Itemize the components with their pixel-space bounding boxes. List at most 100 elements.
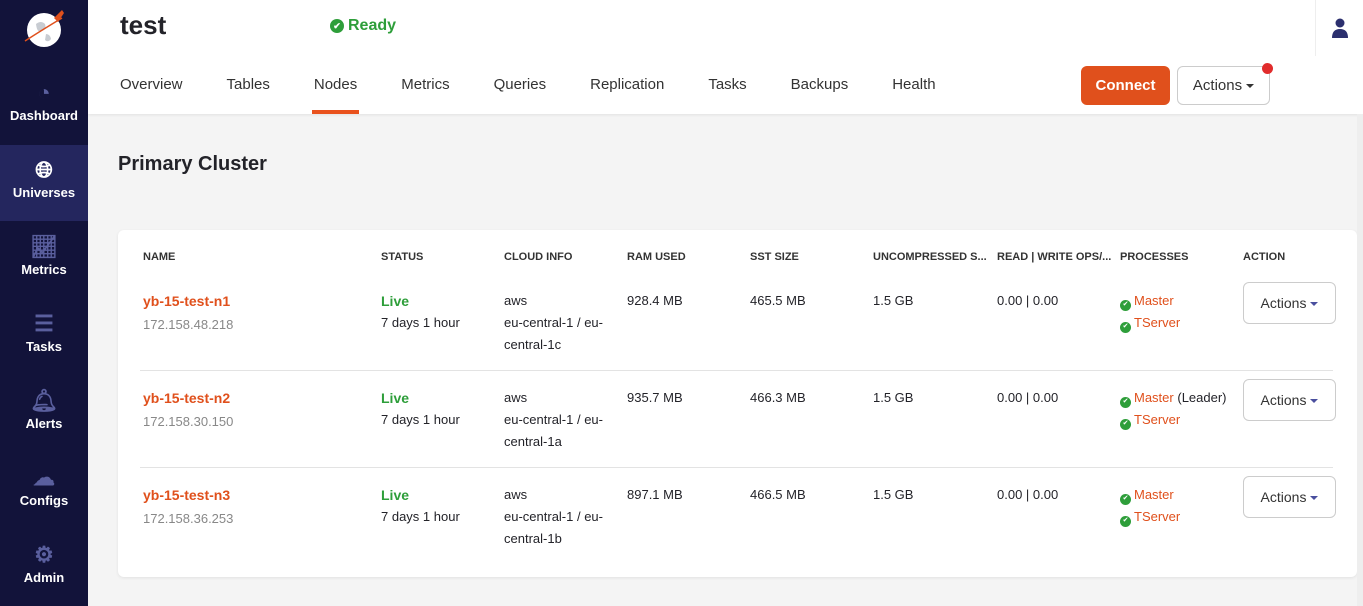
sidebar-item-admin[interactable]: ⚙ Admin xyxy=(0,530,88,606)
status-badge: ✔ Ready xyxy=(330,17,396,35)
table-cell: 897.1 MB xyxy=(627,484,683,506)
column-header-ram-used[interactable]: RAM USED xyxy=(627,251,686,263)
tab-health[interactable]: Health xyxy=(892,76,936,93)
tab-backups[interactable]: Backups xyxy=(790,76,849,93)
zone: central-1a xyxy=(504,434,562,449)
tab-replication[interactable]: Replication xyxy=(590,76,665,93)
section-title: Primary Cluster xyxy=(118,153,267,175)
node-name-link[interactable]: yb-15-test-n3 xyxy=(143,487,231,503)
node-actions-button[interactable]: Actions xyxy=(1243,379,1336,421)
dashboard-gauge-icon: ◔ xyxy=(37,80,51,105)
row-divider xyxy=(140,370,1333,467)
master-link[interactable]: Master xyxy=(1134,293,1174,308)
sidebar-item-label: Dashboard xyxy=(10,108,78,123)
cloud-upload-icon: ☁ xyxy=(33,465,55,490)
column-header-action[interactable]: ACTION xyxy=(1243,251,1286,263)
table-cell: aws eu-central-1 / eu-central-1b xyxy=(504,484,603,550)
node-name-link[interactable]: yb-15-test-n2 xyxy=(143,390,231,406)
column-header-processes[interactable]: PROCESSES xyxy=(1120,251,1189,263)
node-actions-button[interactable]: Actions xyxy=(1243,282,1336,324)
tserver-link[interactable]: TServer xyxy=(1134,315,1181,330)
table-cell: 935.7 MB xyxy=(627,387,683,409)
check-circle-icon: ✔ xyxy=(330,19,344,33)
sidebar-item-label: Admin xyxy=(23,570,65,585)
master-link[interactable]: Master xyxy=(1134,487,1174,502)
read-write-ops: 0.00 | 0.00 xyxy=(997,487,1059,502)
tab-tables[interactable]: Tables xyxy=(226,76,270,93)
sidebar-item-configs[interactable]: ☁ Configs xyxy=(0,453,88,529)
check-circle-icon: ✔ xyxy=(1120,418,1131,430)
table-cell: 1.5 GB xyxy=(873,484,913,506)
sidebar: ◔ Dashboard 🌐︎ Universes 📈︎ Metrics ☰ Tasks 🔔︎ Al… xyxy=(0,0,88,606)
universe-actions-button[interactable]: Actions xyxy=(1177,66,1270,105)
scrollbar[interactable] xyxy=(1357,114,1363,606)
table-cell: 466.3 MB xyxy=(750,387,806,409)
yugabyte-logo[interactable] xyxy=(22,8,66,48)
read-write-ops: 0.00 | 0.00 xyxy=(997,390,1059,405)
sst-size: 466.3 MB xyxy=(750,390,806,405)
bell-icon: 🔔︎ xyxy=(30,388,58,413)
column-header-cloud-info[interactable]: CLOUD INFO xyxy=(504,251,573,263)
cloud-provider: aws xyxy=(504,390,528,405)
table-cell: 465.5 MB xyxy=(750,290,806,312)
column-header-status[interactable]: STATUS xyxy=(381,251,424,263)
uncompressed-size: 1.5 GB xyxy=(873,390,914,405)
node-status: Live xyxy=(381,293,410,309)
master-link[interactable]: Master xyxy=(1134,390,1174,405)
table-cell: aws eu-central-1 / eu-central-1a xyxy=(504,387,603,453)
column-header-sst-size[interactable]: SST SIZE xyxy=(750,251,799,263)
tab-overview[interactable]: Overview xyxy=(120,76,183,93)
tserver-link[interactable]: TServer xyxy=(1134,412,1181,427)
sidebar-item-label: Tasks xyxy=(26,339,62,354)
column-header-read-write-ops[interactable]: READ | WRITE OPS/... xyxy=(997,251,1112,263)
node-status: Live xyxy=(381,390,410,406)
user-icon xyxy=(1331,18,1348,38)
tab-metrics[interactable]: Metrics xyxy=(401,76,450,93)
sidebar-item-tasks[interactable]: ☰ Tasks xyxy=(0,299,88,375)
sidebar-item-metrics[interactable]: 📈︎ Metrics xyxy=(0,222,88,298)
tab-tasks[interactable]: Tasks xyxy=(708,76,747,93)
sidebar-item-universes[interactable]: 🌐︎ Universes xyxy=(0,145,88,221)
tserver-link[interactable]: TServer xyxy=(1134,509,1181,524)
node-status: Live xyxy=(381,487,410,503)
check-circle-icon: ✔ xyxy=(1120,299,1131,311)
leader-label: (Leader) xyxy=(1177,390,1227,405)
universe-title: test xyxy=(120,10,167,40)
sidebar-item-dashboard[interactable]: ◔ Dashboard xyxy=(0,68,88,144)
connect-button[interactable]: Connect xyxy=(1081,66,1170,105)
node-uptime: 7 days 1 hour xyxy=(381,509,460,524)
column-header-uncompressed-size[interactable]: UNCOMPRESSED S... xyxy=(873,251,987,263)
caret-down-icon xyxy=(1310,399,1319,404)
header: test ✔ Ready Overview Tables Nodes Metrics Qu… xyxy=(88,0,1363,114)
nodes-table: NAME STATUS CLOUD INFO RAM USED SST SIZE UNCO… xyxy=(118,230,1357,577)
sidebar-item-alerts[interactable]: 🔔︎ Alerts xyxy=(0,376,88,452)
node-actions-button[interactable]: Actions xyxy=(1243,476,1336,518)
table-cell: Live 7 days 1 hour xyxy=(381,484,460,528)
node-name-link[interactable]: yb-15-test-n1 xyxy=(143,293,231,309)
node-ip: 172.158.30.150 xyxy=(143,414,234,429)
notification-dot xyxy=(1262,63,1273,74)
uncompressed-size: 1.5 GB xyxy=(873,487,914,502)
row-divider xyxy=(140,467,1333,564)
ram-used: 897.1 MB xyxy=(627,487,683,502)
check-circle-icon: ✔ xyxy=(1120,493,1131,505)
region: eu-central-1 / eu- xyxy=(504,315,603,330)
region: eu-central-1 / eu- xyxy=(504,412,603,427)
sst-size: 465.5 MB xyxy=(750,293,806,308)
table-cell: 466.5 MB xyxy=(750,484,806,506)
sidebar-item-label: Universes xyxy=(12,185,76,200)
table-cell: 0.00 | 0.00 xyxy=(997,387,1058,409)
table-cell: 1.5 GB xyxy=(873,387,913,409)
tab-queries[interactable]: Queries xyxy=(493,76,547,93)
ram-used: 928.4 MB xyxy=(627,293,683,308)
caret-down-icon xyxy=(1246,84,1255,89)
column-header-name[interactable]: NAME xyxy=(143,251,176,263)
cloud-provider: aws xyxy=(504,487,528,502)
table-cell: yb-15-test-n3 172.158.36.253 xyxy=(143,484,233,530)
list-icon: ☰ xyxy=(34,311,54,336)
cloud-provider: aws xyxy=(504,293,528,308)
user-menu[interactable] xyxy=(1315,0,1363,56)
sidebar-item-label: Configs xyxy=(19,493,69,508)
tab-nodes[interactable]: Nodes xyxy=(311,76,360,114)
sst-size: 466.5 MB xyxy=(750,487,806,502)
